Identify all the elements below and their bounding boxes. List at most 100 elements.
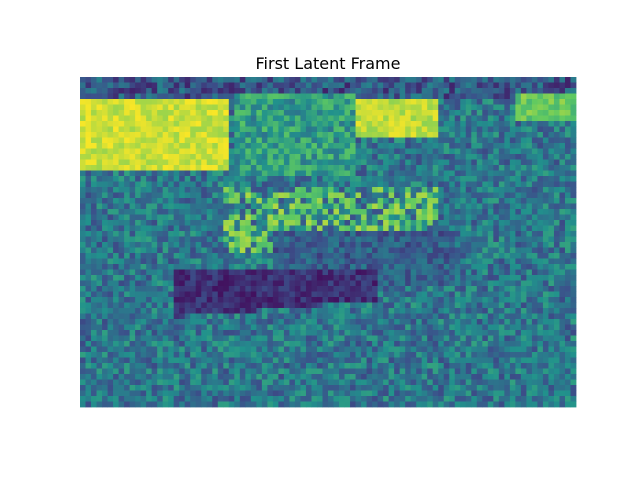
heatmap-cell	[515, 187, 522, 193]
heatmap-cell	[283, 88, 290, 94]
heatmap-cell	[542, 357, 549, 364]
heatmap-cell	[553, 280, 560, 287]
heatmap-cell	[267, 352, 274, 358]
heatmap-cell	[190, 374, 197, 380]
heatmap-cell	[300, 137, 307, 144]
heatmap-cell	[526, 115, 533, 122]
heatmap-cell	[157, 165, 164, 171]
heatmap-cell	[443, 258, 450, 265]
heatmap-cell	[80, 137, 86, 144]
heatmap-cell	[228, 88, 235, 94]
heatmap-cell	[350, 110, 356, 116]
heatmap-cell	[504, 209, 511, 215]
heatmap-cell	[162, 374, 169, 380]
heatmap-cell	[272, 104, 279, 111]
heatmap-cell	[487, 297, 494, 303]
heatmap-cell	[239, 220, 246, 226]
heatmap-cell	[559, 203, 566, 210]
heatmap-cell	[531, 258, 538, 265]
heatmap-cell	[223, 346, 230, 353]
heatmap-cell	[509, 374, 516, 380]
heatmap-cell	[223, 280, 230, 287]
heatmap-cell	[305, 132, 312, 138]
heatmap-cell	[107, 88, 114, 94]
heatmap-cell	[438, 143, 445, 149]
heatmap-cell	[80, 275, 86, 281]
heatmap-cell	[449, 346, 456, 353]
heatmap-cell	[361, 324, 367, 331]
heatmap-cell	[559, 165, 566, 171]
heatmap-cell	[118, 264, 125, 270]
heatmap-cell	[201, 165, 208, 171]
heatmap-cell	[322, 352, 329, 358]
heatmap-cell	[118, 209, 125, 215]
heatmap-cell	[168, 137, 175, 144]
heatmap-cell	[168, 148, 175, 155]
heatmap-cell	[498, 77, 505, 83]
heatmap-cell	[526, 374, 533, 380]
heatmap-cell	[245, 297, 252, 303]
heatmap-cell	[487, 368, 494, 375]
heatmap-cell	[542, 258, 549, 265]
heatmap-cell	[465, 209, 472, 215]
heatmap-cell	[438, 302, 445, 309]
heatmap-cell	[300, 148, 307, 155]
heatmap-cell	[498, 148, 505, 155]
heatmap-cell	[399, 170, 406, 177]
heatmap-cell	[250, 286, 257, 292]
heatmap-cell	[339, 176, 345, 182]
heatmap-cell	[234, 297, 241, 303]
heatmap-cell	[322, 214, 329, 221]
heatmap-cell	[344, 368, 351, 375]
heatmap-cell	[190, 165, 197, 171]
heatmap-cell	[272, 99, 279, 105]
heatmap-cell	[394, 187, 401, 193]
heatmap-cell	[531, 165, 538, 171]
heatmap-cell	[410, 319, 417, 325]
heatmap-cell	[129, 143, 136, 149]
heatmap-cell	[333, 302, 340, 309]
heatmap-cell	[80, 198, 86, 204]
heatmap-cell	[102, 269, 108, 276]
heatmap-cell	[283, 286, 290, 292]
heatmap-cell	[294, 192, 301, 199]
heatmap-cell	[113, 297, 119, 303]
heatmap-cell	[564, 275, 571, 281]
heatmap-cell	[564, 242, 571, 248]
heatmap-cell	[498, 209, 505, 215]
heatmap-cell	[328, 286, 334, 292]
heatmap-cell	[526, 187, 533, 193]
heatmap-cell	[454, 269, 461, 276]
heatmap-cell	[322, 165, 329, 171]
heatmap-cell	[515, 330, 522, 336]
heatmap-cell	[173, 352, 180, 358]
heatmap-cell	[564, 302, 571, 309]
heatmap-cell	[217, 88, 224, 94]
heatmap-cell	[162, 319, 169, 325]
heatmap-cell	[140, 132, 147, 138]
heatmap-cell	[118, 143, 125, 149]
heatmap-cell	[487, 187, 494, 193]
heatmap-cell	[416, 203, 423, 210]
heatmap-cell	[449, 302, 456, 309]
heatmap-cell	[432, 242, 439, 248]
heatmap-cell	[107, 291, 114, 298]
heatmap-cell	[184, 93, 191, 100]
heatmap-cell	[471, 137, 478, 144]
heatmap-cell	[173, 357, 180, 364]
heatmap-cell	[140, 115, 147, 122]
heatmap-cell	[350, 82, 356, 89]
heatmap-cell	[520, 176, 527, 182]
heatmap-cell	[206, 165, 213, 171]
heatmap-cell	[289, 77, 296, 83]
heatmap-cell	[146, 99, 153, 105]
heatmap-cell	[388, 148, 395, 155]
heatmap-cell	[239, 203, 246, 210]
heatmap-cell	[256, 159, 263, 166]
heatmap-cell	[394, 275, 401, 281]
heatmap-cell	[366, 319, 373, 325]
heatmap-cell	[157, 253, 164, 259]
heatmap-cell	[350, 220, 356, 226]
heatmap-cell	[316, 132, 323, 138]
heatmap-cell	[531, 132, 538, 138]
